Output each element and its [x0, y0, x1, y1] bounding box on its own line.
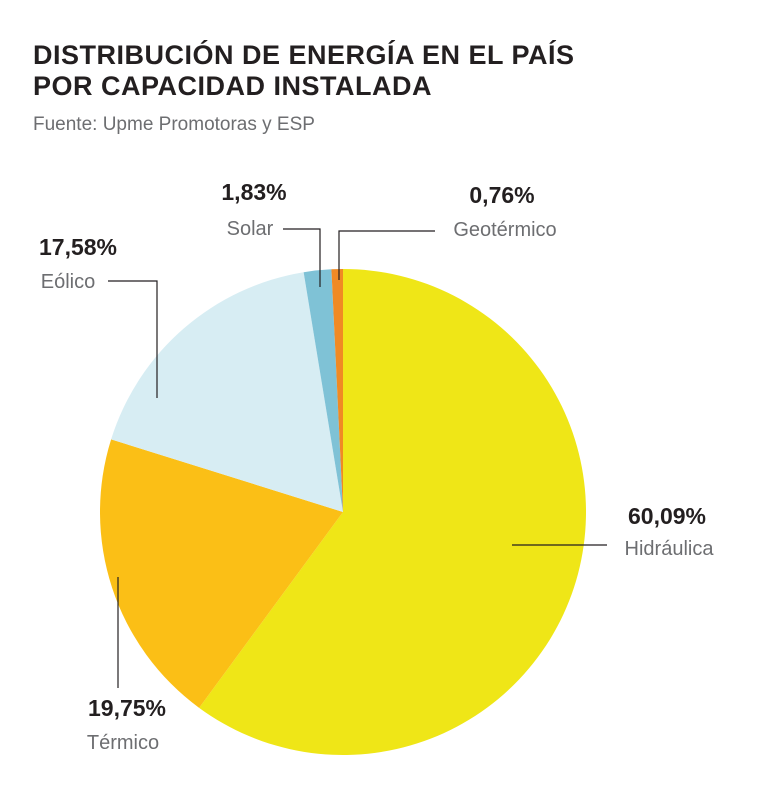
category-label-termico: Térmico: [87, 732, 159, 754]
pie-slice-hidraulica: [199, 269, 586, 755]
leader-line-solar: [283, 228, 321, 287]
title-line-2: POR CAPACIDAD INSTALADA: [33, 71, 432, 101]
data-label-solar: 1,83%: [221, 179, 286, 205]
pie-slice-geotermico: [331, 269, 343, 512]
pie-slice-termico: [99, 439, 343, 708]
category-label-solar: Solar: [227, 218, 274, 240]
data-label-geotermico: 0,76%: [469, 182, 534, 208]
leader-line-eolico: [108, 280, 158, 398]
leader-line-geotermico: [338, 230, 435, 280]
data-label-hidraulica: 60,09%: [628, 503, 706, 529]
category-label-hidraulica: Hidráulica: [625, 538, 715, 560]
pie-slice-eolico: [111, 272, 343, 512]
data-label-eolico: 17,58%: [39, 234, 117, 260]
category-label-geotermico: Geotérmico: [453, 219, 556, 241]
chart-title: DISTRIBUCIÓN DE ENERGÍA EN EL PAÍS POR C…: [33, 40, 575, 102]
data-label-termico: 19,75%: [88, 695, 166, 721]
title-line-1: DISTRIBUCIÓN DE ENERGÍA EN EL PAÍS: [33, 40, 575, 70]
pie-slice-solar: [303, 269, 343, 512]
chart-source: Fuente: Upme Promotoras y ESP: [33, 114, 315, 135]
category-label-eolico: Eólico: [41, 271, 95, 293]
